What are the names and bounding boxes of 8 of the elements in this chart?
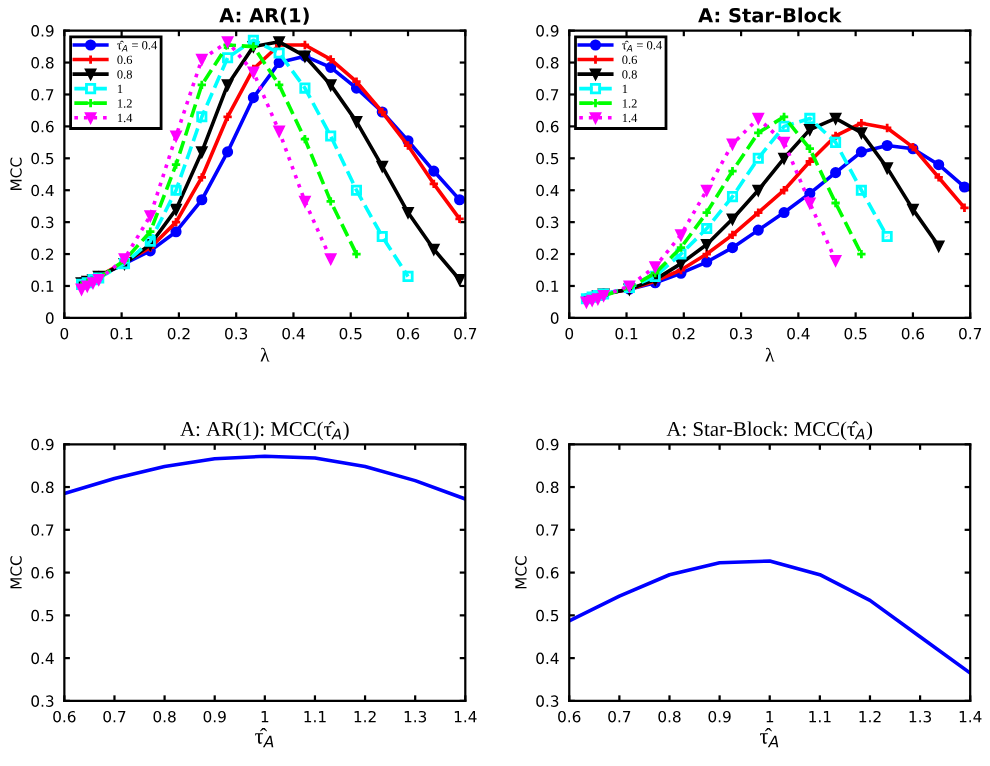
x-axis-title: τ̂$_{A}$ <box>759 728 779 748</box>
chart-title: A: Star-Block: MCC(τ̂$_{A}$) <box>666 421 873 441</box>
chart-title: A: AR(1) <box>219 7 309 25</box>
chart-title: A: AR(1): MCC(τ̂$_{A}$) <box>180 421 349 441</box>
x-axis-title: λ <box>765 347 775 362</box>
x-axis-title: τ̂$_{A}$ <box>255 728 274 748</box>
chart-title: A: Star-Block <box>698 7 842 23</box>
x-axis-title: λ <box>260 347 270 362</box>
